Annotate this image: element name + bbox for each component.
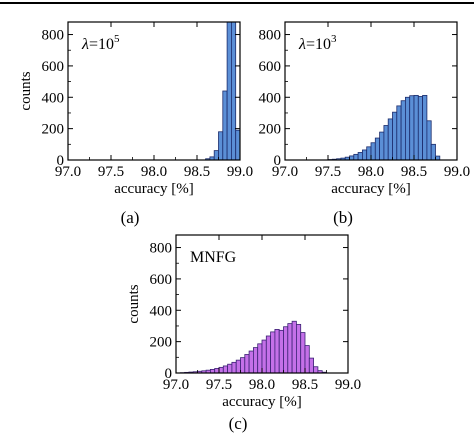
- x-tick-label: 99.0: [444, 164, 470, 180]
- y-tick-label: 200: [150, 335, 173, 351]
- y-tick-label: 400: [42, 90, 65, 106]
- x-tick-label: 98.5: [401, 164, 427, 180]
- histogram-bar: [227, 363, 233, 374]
- histogram-bar: [278, 329, 284, 374]
- histogram-bar: [291, 320, 297, 374]
- x-axis-label: accuracy [%]: [222, 394, 302, 410]
- y-tick-label: 400: [259, 90, 282, 106]
- y-tick-label: 400: [150, 303, 173, 319]
- histogram-bar: [304, 345, 310, 374]
- histogram-bar: [308, 357, 314, 374]
- x-axis-label: accuracy [%]: [331, 181, 411, 197]
- x-tick-label: 98.0: [358, 164, 384, 180]
- panel-annotation: MNFG: [190, 249, 237, 266]
- histogram-bar: [287, 323, 293, 374]
- x-tick-label: 98.0: [141, 164, 167, 180]
- y-tick-label: 0: [57, 153, 65, 169]
- histogram-bar: [218, 366, 224, 374]
- caption-c: (c): [228, 414, 248, 433]
- histogram-bar: [274, 329, 280, 374]
- histogram-bar: [214, 368, 220, 374]
- histogram-bar: [283, 326, 289, 374]
- histogram-bar: [252, 347, 259, 374]
- y-axis-label: counts: [18, 71, 34, 110]
- page-top-rule: [0, 2, 474, 4]
- histogram-bar: [295, 323, 302, 374]
- y-tick-label: 600: [42, 59, 65, 75]
- histogram-bar: [231, 361, 237, 374]
- panel-annotation: λ=103: [298, 33, 337, 53]
- x-tick-label: 98.5: [184, 164, 210, 180]
- y-tick-label: 0: [274, 153, 282, 169]
- x-tick-label: 97.0: [163, 377, 189, 393]
- x-tick-label: 99.0: [227, 164, 253, 180]
- histogram-bar: [248, 350, 254, 374]
- histogram-bar: [270, 331, 276, 374]
- y-axis-label: counts: [126, 284, 142, 323]
- x-tick-label: 98.0: [249, 377, 275, 393]
- caption-a: (a): [120, 208, 140, 227]
- histogram-bar: [313, 366, 319, 374]
- histogram-bar: [257, 343, 263, 374]
- histogram-bar: [265, 335, 271, 374]
- x-tick-label: 97.5: [315, 164, 341, 180]
- x-tick-label: 97.0: [272, 164, 298, 180]
- histogram-bar: [300, 332, 306, 374]
- y-tick-label: 200: [259, 122, 282, 138]
- x-tick-label: 97.0: [55, 164, 81, 180]
- y-tick-label: 600: [259, 59, 282, 75]
- histogram-bar: [244, 354, 250, 374]
- y-tick-label: 0: [165, 366, 173, 382]
- y-tick-label: 600: [150, 272, 173, 288]
- x-tick-label: 97.5: [206, 377, 232, 393]
- histogram-bar: [261, 339, 267, 374]
- y-tick-label: 800: [259, 28, 282, 44]
- caption-b: (b): [333, 208, 353, 227]
- x-tick-label: 99.0: [335, 377, 361, 393]
- histogram-bar: [235, 359, 241, 374]
- y-tick-label: 800: [150, 241, 173, 257]
- x-tick-label: 98.5: [292, 377, 318, 393]
- histogram-bar: [222, 365, 229, 374]
- histogram-bar: [240, 357, 246, 374]
- y-tick-label: 800: [42, 28, 65, 44]
- x-tick-label: 97.5: [98, 164, 124, 180]
- y-tick-label: 200: [42, 122, 65, 138]
- x-axis-label: accuracy [%]: [114, 181, 194, 197]
- panel-annotation: λ=105: [81, 33, 120, 53]
